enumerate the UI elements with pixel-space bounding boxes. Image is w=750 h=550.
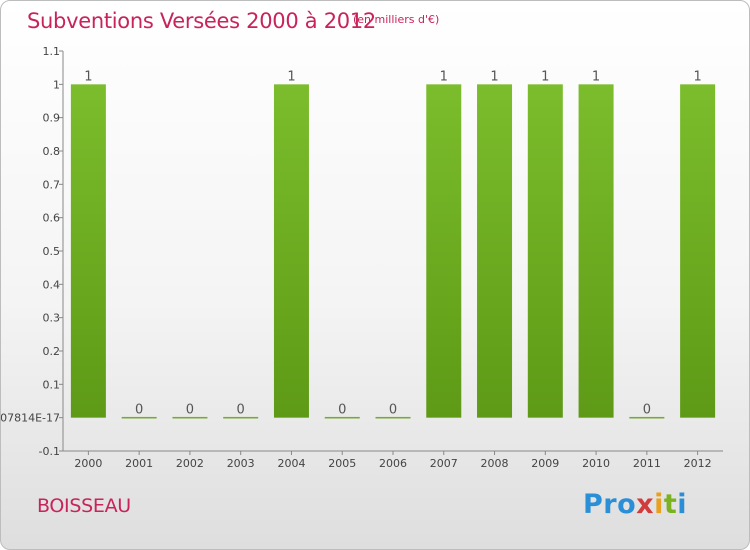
x-tick-label-2009: 2009 xyxy=(531,457,559,470)
commune-name: BOISSEAU xyxy=(37,495,131,517)
y-tick-label: 0.2 xyxy=(43,345,61,358)
data-label-2010: 1 xyxy=(592,69,600,84)
x-tick-label-2010: 2010 xyxy=(582,457,610,470)
logo-part: i xyxy=(677,489,688,520)
bar-2010 xyxy=(578,84,614,418)
y-tick-label: 0.3 xyxy=(43,312,61,325)
y-tick-label: 0.8 xyxy=(43,145,61,158)
y-tick-label: 1.1 xyxy=(43,45,61,58)
bar-2001 xyxy=(121,416,157,419)
y-tick-label: -0.1 xyxy=(39,445,60,458)
x-tick-label-2003: 2003 xyxy=(227,457,255,470)
bar-2003 xyxy=(223,416,259,419)
x-tick-label-2005: 2005 xyxy=(328,457,356,470)
chart-title: Subventions Versées 2000 à 2012 xyxy=(27,9,376,33)
x-tick-label-2008: 2008 xyxy=(481,457,509,470)
data-label-2003: 0 xyxy=(237,403,245,418)
x-tick-label-2012: 2012 xyxy=(684,457,712,470)
logo-part: i xyxy=(654,489,664,520)
data-label-2002: 0 xyxy=(186,403,194,418)
data-label-2012: 1 xyxy=(693,69,701,84)
bar-2006 xyxy=(375,416,411,419)
data-label-2005: 0 xyxy=(338,403,346,418)
data-label-2007: 1 xyxy=(440,69,448,84)
y-tick-label: 0.4 xyxy=(43,278,61,291)
bar-2009 xyxy=(527,84,563,418)
proxiti-logo: Proxiti xyxy=(583,489,687,520)
x-tick-label-2001: 2001 xyxy=(125,457,153,470)
bar-2011 xyxy=(629,416,665,419)
data-label-2000: 1 xyxy=(84,69,92,84)
y-tick-label: 0.9 xyxy=(43,112,61,125)
x-tick-label-2002: 2002 xyxy=(176,457,204,470)
bar-2005 xyxy=(324,416,360,419)
x-tick-label-2000: 2000 xyxy=(74,457,102,470)
data-label-2006: 0 xyxy=(389,403,397,418)
y-tick-label: 0.5 xyxy=(43,245,61,258)
y-tick-label: 0.7 xyxy=(43,178,61,191)
data-label-2001: 0 xyxy=(135,403,143,418)
y-tick-label: 1 xyxy=(53,78,60,91)
x-tick-label-2006: 2006 xyxy=(379,457,407,470)
y-tick-label: 0.6 xyxy=(43,212,61,225)
data-label-2009: 1 xyxy=(541,69,549,84)
bar-2000 xyxy=(70,84,106,418)
logo-part: t xyxy=(663,489,678,520)
data-label-2011: 0 xyxy=(643,403,651,418)
x-tick-label-2007: 2007 xyxy=(430,457,458,470)
logo-part: Pro xyxy=(583,489,637,520)
y-tick-label: 0.1 xyxy=(43,378,61,391)
bar-2008 xyxy=(477,84,513,418)
y-tick-label: 2.0816681707814E-17 xyxy=(1,412,60,425)
bar-2004 xyxy=(273,84,309,418)
bar-2002 xyxy=(172,416,208,419)
bar-2007 xyxy=(426,84,462,418)
data-label-2008: 1 xyxy=(490,69,498,84)
unit-label: (en milliers d'€) xyxy=(353,13,440,26)
logo-part: x xyxy=(636,489,655,520)
data-label-2004: 1 xyxy=(287,69,295,84)
bar-2012 xyxy=(680,84,716,418)
x-tick-label-2004: 2004 xyxy=(277,457,305,470)
x-tick-label-2011: 2011 xyxy=(633,457,661,470)
